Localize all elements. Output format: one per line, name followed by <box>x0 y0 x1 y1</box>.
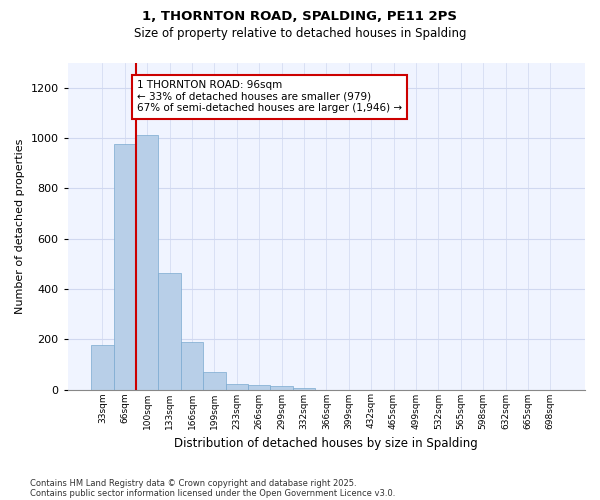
Bar <box>203 372 226 390</box>
Text: Contains public sector information licensed under the Open Government Licence v3: Contains public sector information licen… <box>30 488 395 498</box>
Bar <box>293 388 315 390</box>
Text: 1, THORNTON ROAD, SPALDING, PE11 2PS: 1, THORNTON ROAD, SPALDING, PE11 2PS <box>143 10 458 23</box>
Text: 1 THORNTON ROAD: 96sqm
← 33% of detached houses are smaller (979)
67% of semi-de: 1 THORNTON ROAD: 96sqm ← 33% of detached… <box>137 80 402 114</box>
Bar <box>136 136 158 390</box>
X-axis label: Distribution of detached houses by size in Spalding: Distribution of detached houses by size … <box>175 437 478 450</box>
Bar <box>113 144 136 390</box>
Text: Contains HM Land Registry data © Crown copyright and database right 2025.: Contains HM Land Registry data © Crown c… <box>30 478 356 488</box>
Bar <box>271 386 293 390</box>
Bar <box>91 346 113 390</box>
Bar <box>158 272 181 390</box>
Bar <box>181 342 203 390</box>
Bar <box>226 384 248 390</box>
Bar <box>248 385 271 390</box>
Y-axis label: Number of detached properties: Number of detached properties <box>15 138 25 314</box>
Text: Size of property relative to detached houses in Spalding: Size of property relative to detached ho… <box>134 28 466 40</box>
